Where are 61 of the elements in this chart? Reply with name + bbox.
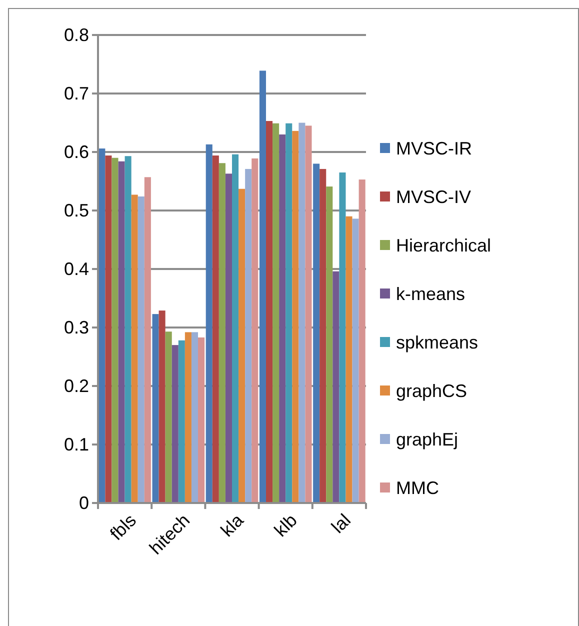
bar xyxy=(305,126,312,503)
bar xyxy=(266,120,273,503)
legend-label: graphEj xyxy=(396,429,458,450)
legend-label: graphCS xyxy=(396,380,468,401)
bar xyxy=(320,168,326,503)
bar xyxy=(118,161,125,503)
y-tick-label: 0.5 xyxy=(64,200,89,220)
bar xyxy=(352,218,359,503)
bar xyxy=(178,340,185,503)
bar xyxy=(218,163,226,503)
bar xyxy=(158,310,166,503)
legend-label: MVSC-IR xyxy=(396,138,472,158)
bar xyxy=(232,154,239,503)
bar xyxy=(326,186,333,503)
bar xyxy=(245,168,252,503)
y-tick-label: 0.8 xyxy=(64,24,89,45)
bar xyxy=(238,188,246,503)
bar xyxy=(124,156,132,503)
bar xyxy=(358,179,366,503)
bar xyxy=(298,122,306,503)
legend-label: Hierarchical xyxy=(396,235,492,256)
bar xyxy=(184,332,192,503)
bar xyxy=(259,70,266,503)
x-tick-label: kla xyxy=(216,509,248,541)
x-tick-label: klb xyxy=(270,510,301,541)
y-tick-label: 0.3 xyxy=(64,317,89,338)
bar xyxy=(346,216,352,503)
bar xyxy=(279,134,286,503)
bar xyxy=(105,156,112,503)
y-tick-label: 0.7 xyxy=(64,83,89,104)
bar xyxy=(272,123,280,503)
x-tick-label: lal xyxy=(328,510,354,538)
bar xyxy=(144,177,151,503)
bar xyxy=(206,144,212,503)
legend-label: MVSC-IV xyxy=(396,186,472,207)
legend-label: k-means xyxy=(396,284,466,304)
bar xyxy=(212,156,219,503)
bar xyxy=(98,148,106,503)
bar xyxy=(165,332,172,503)
legend-label: MMC xyxy=(396,478,439,498)
y-tick-label: 0.4 xyxy=(64,258,89,279)
bar xyxy=(131,194,138,503)
bar xyxy=(332,271,340,503)
bar xyxy=(112,158,118,503)
bar xyxy=(198,337,205,503)
y-tick-label: 0.2 xyxy=(64,376,89,396)
bar xyxy=(191,332,198,503)
bar xyxy=(172,345,178,503)
y-tick-label: 0 xyxy=(78,492,89,513)
bar xyxy=(225,174,232,503)
bar xyxy=(252,158,258,503)
x-tick-label: fbls xyxy=(106,510,140,544)
bar xyxy=(339,172,346,503)
legend-label: spkmeans xyxy=(396,332,478,352)
bar xyxy=(138,196,144,503)
bar xyxy=(313,164,320,503)
bar xyxy=(292,130,299,503)
y-tick-label: 0.1 xyxy=(64,434,89,454)
bar xyxy=(286,123,292,503)
y-tick-label: 0.6 xyxy=(64,142,89,162)
bar xyxy=(152,314,159,503)
